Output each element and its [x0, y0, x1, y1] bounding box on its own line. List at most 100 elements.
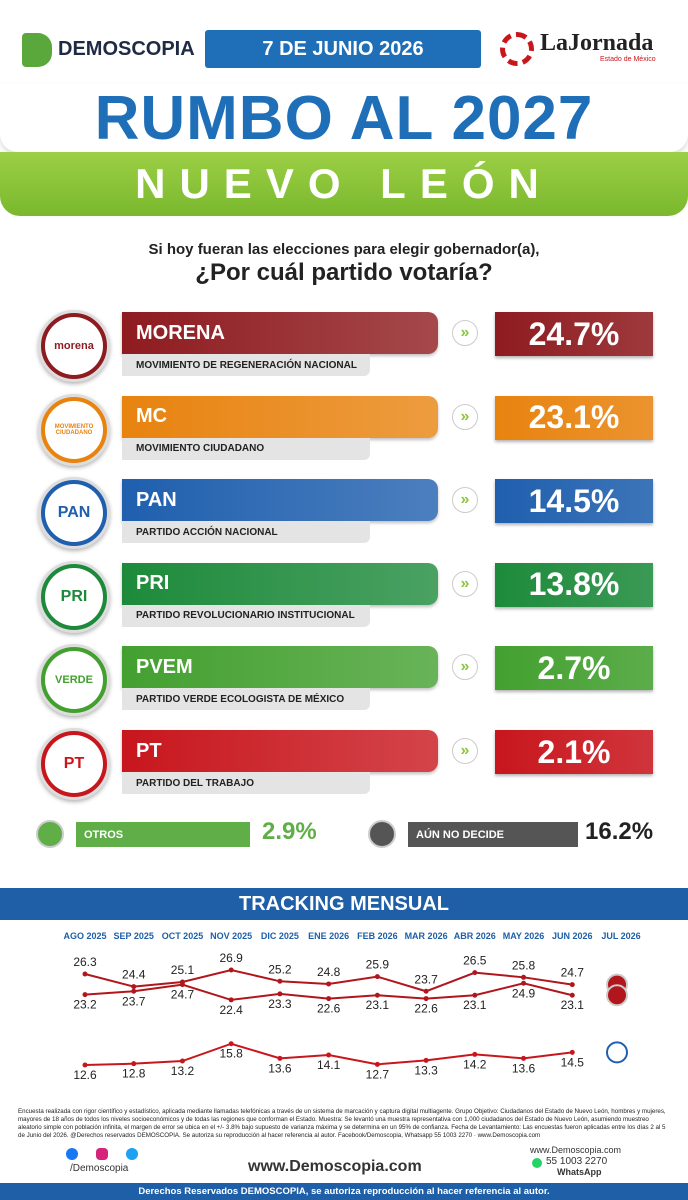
party-result: 13.8%: [495, 562, 653, 607]
data-label: 14.5: [561, 1055, 585, 1069]
series-point: [569, 992, 575, 998]
rights: Derechos Reservados DEMOSCOPIA, se autor…: [0, 1183, 688, 1200]
date-badge: 7 DE JUNIO 2026: [205, 30, 481, 68]
party-result: 24.7%: [495, 312, 653, 356]
instagram-icon[interactable]: [96, 1148, 108, 1160]
data-label: 26.9: [220, 951, 244, 965]
data-label: 23.1: [463, 998, 487, 1012]
party-name-bar: PVEM: [122, 646, 438, 689]
data-label: 23.3: [268, 997, 292, 1011]
chevron: »: [452, 654, 478, 681]
tracking-chart: AGO 2025 SEP 2025 OCT 2025 NOV 2025 DIC 2025…: [63, 931, 640, 1082]
series-point: [374, 974, 380, 980]
party-name-bar: MC: [122, 395, 438, 438]
others-label: AÚN NO DECIDE: [408, 822, 578, 847]
x-tick-label: AGO 2025: [63, 931, 106, 941]
party-name-bar: PRI: [122, 562, 438, 605]
data-label: 25.8: [512, 958, 536, 972]
partner-sub: Estado de México: [600, 56, 656, 63]
series-point: [179, 982, 185, 988]
others-icon: [36, 820, 64, 848]
series-point: [131, 988, 137, 994]
data-label: 24.9: [512, 986, 536, 1000]
social-handle: /Demoscopia: [70, 1163, 129, 1174]
others-result: 2.9%: [262, 818, 317, 845]
party-result: 23.1%: [495, 395, 653, 440]
series-point: [521, 1055, 527, 1061]
x-tick-label: ABR 2026: [454, 931, 496, 941]
whatsapp-icon: [532, 1158, 542, 1168]
party-logo: PAN: [45, 484, 103, 543]
series-point: [472, 1051, 478, 1057]
data-label: 25.9: [366, 958, 390, 972]
series-point: [228, 997, 234, 1003]
title: RUMBO AL 2027: [0, 84, 688, 153]
data-label: 23.7: [122, 994, 146, 1008]
data-label: 22.4: [220, 1003, 244, 1017]
chart-title: TRACKING MENSUAL: [239, 892, 449, 915]
data-label: 13.6: [512, 1061, 536, 1075]
series-point: [82, 1062, 88, 1068]
facebook-icon[interactable]: [66, 1148, 78, 1160]
series-point: [131, 984, 137, 990]
x-tick-label: FEB 2026: [357, 931, 398, 941]
series-point: [131, 1061, 137, 1067]
partner-name: LaJornada: [540, 30, 654, 56]
data-label: 24.7: [171, 988, 195, 1002]
party-name-bar: MORENA: [122, 312, 438, 354]
data-label: 13.6: [268, 1061, 292, 1075]
data-label: 23.1: [366, 998, 390, 1012]
data-label: 24.8: [317, 965, 341, 979]
party-result: 14.5%: [495, 479, 653, 524]
x-tick-label: MAY 2026: [503, 931, 545, 941]
data-label: 23.2: [73, 998, 97, 1012]
chevron: »: [452, 738, 478, 764]
party-logo: VERDE: [45, 651, 103, 710]
data-label: 12.7: [366, 1067, 390, 1081]
party-name-bar: PT: [122, 730, 438, 772]
subtitle: NUEVO LEÓN: [0, 152, 688, 216]
chevron: »: [452, 403, 478, 430]
chevron: »: [452, 487, 478, 514]
twitter-icon[interactable]: [126, 1148, 138, 1160]
series-point: [423, 996, 429, 1002]
data-label: 23.1: [561, 998, 585, 1012]
series-point: [82, 971, 88, 977]
series-point: [228, 967, 234, 973]
data-label: 14.2: [463, 1057, 487, 1071]
party-name-bar: PAN: [122, 479, 438, 522]
party-logo: MOVIMIENTO CIUDADANO: [45, 400, 103, 459]
data-label: 13.2: [171, 1064, 195, 1078]
data-label: 26.3: [73, 955, 97, 969]
party-full-name: MOVIMIENTO CIUDADANO: [122, 437, 370, 460]
party-full-name: MOVIMIENTO DE REGENERACIÓN NACIONAL: [122, 354, 370, 376]
data-label: 26.5: [463, 954, 487, 968]
series-point: [521, 974, 527, 980]
question-line: ¿Por cuál partido votaría?: [195, 259, 493, 286]
party-result: 2.1%: [495, 730, 653, 774]
series-point: [326, 1052, 332, 1058]
x-tick-label: SEP 2025: [114, 931, 154, 941]
series-point: [374, 1061, 380, 1067]
website[interactable]: www.Demoscopia.com: [530, 1145, 622, 1155]
series-point: [472, 992, 478, 998]
data-label: 22.6: [317, 1002, 341, 1016]
data-label: 25.2: [268, 962, 292, 976]
url[interactable]: www.Demoscopia.com: [248, 1158, 422, 1175]
series-point: [423, 1057, 429, 1063]
data-label: 23.7: [414, 972, 438, 986]
partner-logo-mark: [500, 32, 534, 66]
tracking-band: TRACKING MENSUAL: [0, 888, 688, 920]
chevron: »: [452, 570, 478, 597]
x-tick-label: ENE 2026: [308, 931, 349, 941]
data-label: 24.4: [122, 968, 146, 982]
phone-label: WhatsApp: [557, 1167, 602, 1177]
party-logo: PT: [45, 735, 103, 793]
data-label: 13.3: [414, 1063, 438, 1077]
x-tick-label: MAR 2026: [405, 931, 448, 941]
party-logo: PRI: [45, 567, 103, 626]
data-label: 14.1: [317, 1058, 341, 1072]
data-label: 15.8: [220, 1047, 244, 1061]
